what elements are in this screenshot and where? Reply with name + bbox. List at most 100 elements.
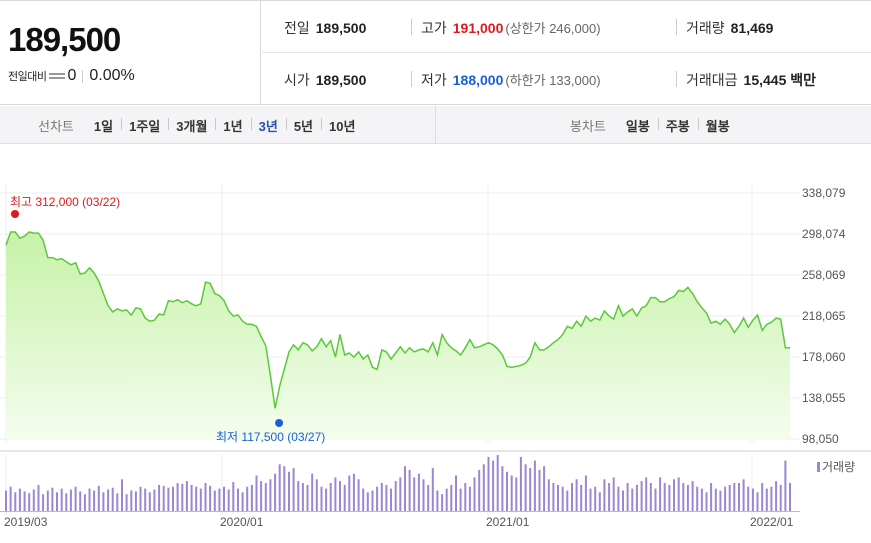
candle-chart-tabs: 봉차트 일봉 주봉 월봉 <box>570 106 738 144</box>
volume-bar <box>515 477 518 511</box>
volume-legend-swatch <box>817 462 820 472</box>
change-value: 0 <box>67 67 77 84</box>
volume-bar <box>237 488 239 511</box>
volume-bar <box>42 494 45 511</box>
volume-bar <box>436 490 439 511</box>
volume-bar <box>69 489 72 511</box>
tab-3m[interactable]: 3개월 <box>168 116 215 135</box>
volume-bar <box>431 468 434 511</box>
stat-value: 15,445 백만 <box>743 72 817 88</box>
tab-daily[interactable]: 일봉 <box>625 118 650 134</box>
volume-bar <box>677 477 680 511</box>
volume-bar <box>366 492 369 511</box>
tab-10y[interactable]: 10년 <box>321 116 363 135</box>
volume-bar <box>190 484 193 511</box>
volume-bar <box>459 488 462 511</box>
volume-bar <box>557 484 559 511</box>
volume-bar <box>227 489 230 511</box>
price-area <box>6 232 790 439</box>
volume-bar <box>668 484 671 511</box>
tabs-divider <box>435 106 436 144</box>
candle-chart-title: 봉차트 <box>570 118 606 134</box>
stat-label: 거래량 <box>686 20 725 36</box>
y-tick-label: 298,074 <box>802 227 846 241</box>
x-tick-label: 2019/03 <box>4 515 48 529</box>
volume-bar <box>659 477 662 511</box>
volume-bar <box>37 484 40 511</box>
volume-bar <box>269 479 272 511</box>
volume-bar <box>519 456 522 511</box>
stat-amount: 거래대금 15,445 백만 <box>686 70 816 90</box>
volume-bar <box>700 488 703 511</box>
tab-1w[interactable]: 1주일 <box>121 116 168 135</box>
volume-bar <box>371 490 374 511</box>
volume-bar <box>158 484 161 511</box>
volume-bar <box>121 479 123 511</box>
volume-bar <box>682 483 685 511</box>
tab-5y[interactable]: 5년 <box>285 116 321 135</box>
volume-bar <box>352 473 355 511</box>
quote-header: 189,500 전일대비 0 0.00% 전일 189,500 고가 191,000… <box>0 0 871 105</box>
volume-bar <box>301 483 304 511</box>
volume-bar <box>775 481 778 511</box>
volume-bar <box>594 486 597 511</box>
volume-bar <box>46 490 49 511</box>
volume-bar <box>747 486 750 511</box>
stats-row-1: 전일 189,500 고가 191,000 (상한가 246,000) 거래량 81,4… <box>262 1 871 53</box>
volume-bar <box>306 484 309 511</box>
stat-value: 191,000 <box>452 20 504 36</box>
volume-bar <box>185 481 188 511</box>
tab-3y[interactable]: 3년 <box>250 116 286 135</box>
stat-label: 시가 <box>284 72 310 88</box>
tab-1y[interactable]: 1년 <box>215 116 250 135</box>
stat-divider <box>676 71 677 87</box>
volume-bar <box>738 483 740 511</box>
volume-bar <box>93 490 96 511</box>
volume-bar <box>264 483 267 511</box>
stat-prev-close: 전일 189,500 <box>284 18 366 38</box>
volume-bar <box>362 488 365 511</box>
change-label: 전일대비 <box>8 71 47 83</box>
y-tick-label: 98,050 <box>802 432 839 446</box>
tab-weekly[interactable]: 주봉 <box>657 116 698 135</box>
stat-volume: 거래량 81,469 <box>686 18 773 38</box>
volume-bar <box>311 473 314 511</box>
stat-low: 저가 188,000 (하한가 133,000) <box>421 70 601 90</box>
volume-bar <box>241 492 244 511</box>
volume-bar <box>482 464 485 511</box>
stat-divider <box>411 71 412 87</box>
volume-bar <box>751 488 754 511</box>
volume-bar <box>571 483 573 511</box>
volume-bar <box>506 471 508 511</box>
volume-bar <box>153 489 156 511</box>
volume-bar <box>654 488 657 511</box>
volume-bar <box>487 456 490 511</box>
y-tick-label: 258,069 <box>802 268 846 282</box>
volume-bar <box>288 471 290 511</box>
volume-bar <box>204 483 207 511</box>
volume-bar <box>339 481 341 511</box>
change-row: 전일대비 0 0.00% <box>8 67 135 85</box>
volume-bar <box>696 486 699 511</box>
volume-bar <box>529 468 532 511</box>
volume-bar <box>199 488 202 511</box>
volume-bar <box>673 479 675 511</box>
stat-high: 고가 191,000 (상한가 246,000) <box>421 18 601 38</box>
volume-bar <box>724 486 727 511</box>
line-chart-title: 선차트 <box>38 118 74 134</box>
volume-bar <box>167 487 170 511</box>
volume-bar <box>612 477 615 511</box>
volume-bar <box>492 460 495 511</box>
volume-bar <box>28 493 31 511</box>
tab-1d[interactable]: 1일 <box>93 118 114 134</box>
volume-bar <box>631 488 634 511</box>
volume-bar <box>181 483 184 511</box>
volume-bar <box>376 486 379 511</box>
volume-bar <box>9 486 12 511</box>
volume-bar <box>172 486 174 511</box>
current-price: 189,500 <box>8 21 121 58</box>
volume-bar <box>510 475 513 511</box>
tab-monthly[interactable]: 월봉 <box>697 116 738 135</box>
volume-bar <box>784 460 787 511</box>
volume-bar <box>589 488 592 511</box>
